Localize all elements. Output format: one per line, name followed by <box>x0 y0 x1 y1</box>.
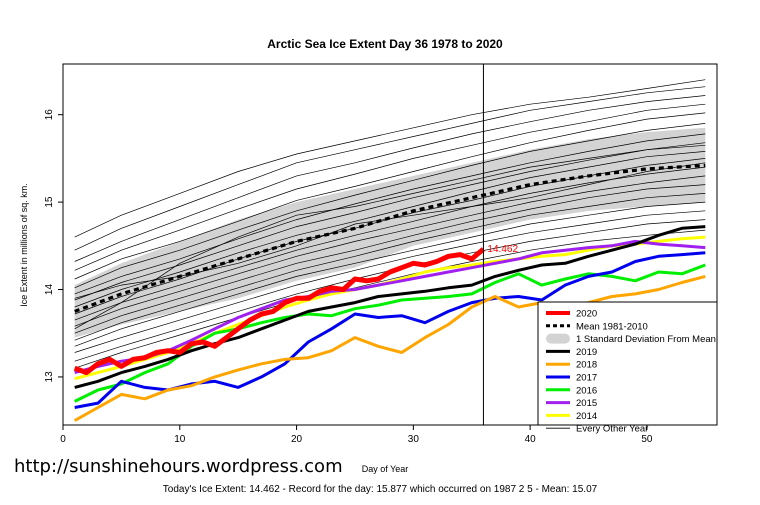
series-2018 <box>73 274 706 422</box>
y-tick-label-13: 13 <box>44 371 55 383</box>
y-axis-label: Ice Extent in millions of sq. km. <box>19 183 29 307</box>
series-2019 <box>74 225 706 389</box>
current-value-label: 14.462 <box>487 244 518 255</box>
other-year-line-17 <box>74 79 706 238</box>
legend-label-3: 2019 <box>576 347 597 358</box>
other-year-line-4 <box>74 123 706 289</box>
other-year-line-7 <box>74 151 706 308</box>
mean-layer <box>74 163 706 313</box>
other-year-line-3 <box>74 112 706 280</box>
y-tick-label-14: 14 <box>44 284 55 296</box>
legend-label-5: 2017 <box>576 373 597 384</box>
legend-swatch-2 <box>546 333 570 344</box>
x-tick-label-30: 30 <box>408 434 420 445</box>
series-layer <box>73 225 706 422</box>
series-2015 <box>74 239 706 375</box>
other-year-line-1 <box>74 95 706 262</box>
y-axis: 13 14 15 16 <box>44 109 63 383</box>
y-tick-label-16: 16 <box>44 109 55 121</box>
other-year-line-2 <box>74 103 706 271</box>
chart-title: Arctic Sea Ice Extent Day 36 1978 to 202… <box>267 37 503 51</box>
other-year-line-11 <box>74 184 706 334</box>
other-year-line-5 <box>74 133 706 295</box>
footer-note: Today's Ice Extent: 14.462 - Record for … <box>162 484 598 495</box>
legend-label-0: 2020 <box>576 309 597 320</box>
x-tick-label-40: 40 <box>525 434 537 445</box>
x-axis-label: Day of Year <box>362 464 409 474</box>
legend-label-9: Every Other Year <box>576 424 648 435</box>
x-axis: 0 10 20 30 40 50 <box>60 425 653 445</box>
x-tick-label-20: 20 <box>291 434 303 445</box>
std-band-layer <box>74 127 706 338</box>
legend-label-2: 1 Standard Deviation From Mean <box>576 334 716 345</box>
x-tick-label-10: 10 <box>174 434 186 445</box>
other-year-line-9 <box>74 166 706 321</box>
other-year-line-6 <box>74 142 706 301</box>
legend-label-8: 2014 <box>576 411 597 422</box>
other-year-line-10 <box>74 175 706 327</box>
legend-label-7: 2015 <box>576 398 597 409</box>
series-2020 <box>73 247 486 376</box>
legend-label-1: Mean 1981-2010 <box>576 321 648 332</box>
other-year-line-12 <box>74 193 706 341</box>
other-year-line-13 <box>74 201 706 347</box>
other-year-line-14 <box>74 210 706 353</box>
watermark: http://sunshinehours.wordpress.com <box>14 456 343 477</box>
other-year-line-18 <box>74 144 706 330</box>
mean-line <box>74 163 706 313</box>
other-year-line-16 <box>74 229 706 369</box>
x-tick-label-50: 50 <box>641 434 653 445</box>
legend-label-4: 2018 <box>576 360 597 371</box>
std-band <box>74 127 706 338</box>
other-year-line-15 <box>74 219 706 362</box>
y-tick-label-15: 15 <box>44 196 55 208</box>
x-tick-label-0: 0 <box>60 434 66 445</box>
other-year-line-0 <box>74 86 706 251</box>
legend-label-6: 2016 <box>576 385 597 396</box>
